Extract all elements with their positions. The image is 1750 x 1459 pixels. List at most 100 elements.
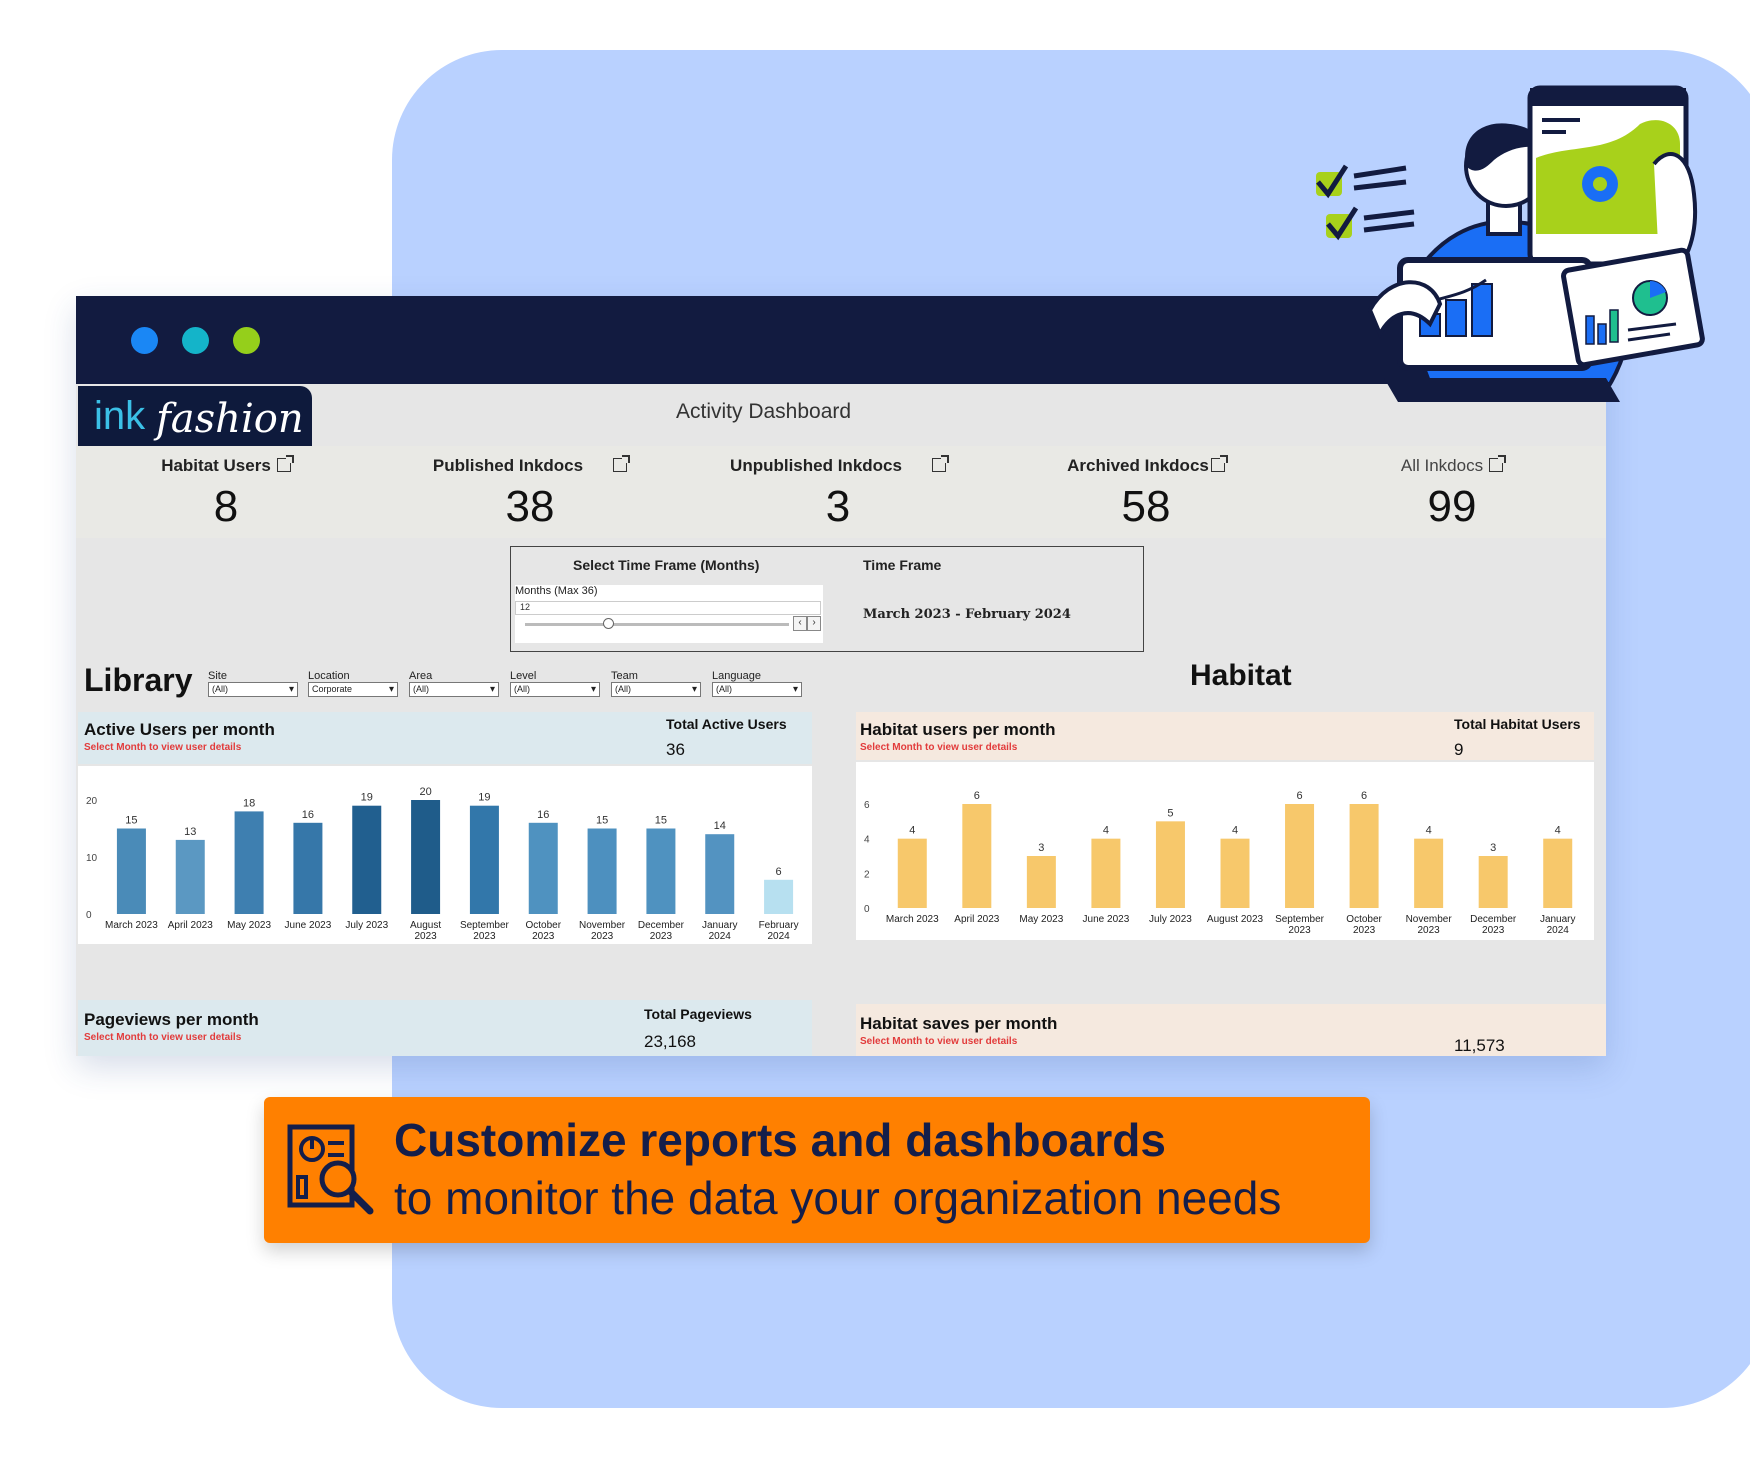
- dashboard-window: ink fashion Activity Dashboard Habitat U…: [76, 296, 1606, 1056]
- bar[interactable]: [646, 828, 676, 915]
- bar[interactable]: [1220, 838, 1250, 908]
- habitat-users-hint[interactable]: Select Month to view user details: [860, 742, 1018, 753]
- kpi-published-inkdocs[interactable]: Published Inkdocs 38: [380, 446, 680, 532]
- total-pageviews-value: 23,168: [644, 1032, 696, 1051]
- months-slider-handle[interactable]: [603, 618, 614, 629]
- chevron-left-icon[interactable]: ‹: [793, 616, 807, 631]
- bar-value-label: 4: [1555, 825, 1561, 837]
- filter-label: Site: [208, 670, 227, 682]
- bar[interactable]: [352, 805, 382, 914]
- x-category-label: December: [1470, 914, 1517, 925]
- filter-select-level[interactable]: (All): [510, 682, 600, 697]
- bar[interactable]: [764, 879, 794, 914]
- x-category-label: March 2023: [886, 914, 939, 925]
- kpi-row: Habitat Users 8 Published Inkdocs 38 Unp…: [76, 446, 1606, 538]
- ink-fashion-logo: ink fashion: [78, 386, 312, 446]
- external-link-icon[interactable]: [1489, 455, 1507, 472]
- active-users-chart-svg: 0 10 20 15 March 2023 13 April 2023 18 May 2023 1…: [86, 786, 799, 942]
- bar[interactable]: [175, 839, 205, 914]
- external-link-icon[interactable]: [613, 455, 631, 472]
- bar[interactable]: [469, 805, 499, 914]
- total-habitat-saves-value: 11,573: [1454, 1036, 1505, 1055]
- kpi-all-inkdocs[interactable]: All Inkdocs 99: [1302, 446, 1602, 532]
- window-dot-blue[interactable]: [131, 327, 158, 354]
- bar[interactable]: [897, 838, 927, 908]
- bar[interactable]: [1026, 856, 1056, 908]
- kpi-label: Unpublished Inkdocs: [730, 456, 902, 475]
- banner-headline: Customize reports and dashboards: [394, 1114, 1166, 1166]
- total-pageviews-label: Total Pageviews: [644, 1006, 752, 1022]
- y-tick-label: 6: [864, 800, 870, 811]
- x-category-label: July 2023: [1149, 914, 1192, 925]
- bar[interactable]: [1155, 821, 1185, 908]
- bar[interactable]: [705, 834, 735, 914]
- bar-value-label: 15: [596, 815, 608, 827]
- bar-value-label: 20: [419, 786, 431, 798]
- active-users-hint[interactable]: Select Month to view user details: [84, 742, 242, 753]
- bar[interactable]: [234, 811, 264, 914]
- filter-select-site[interactable]: (All): [208, 682, 298, 697]
- bar[interactable]: [293, 822, 323, 914]
- x-category-label: April 2023: [168, 920, 213, 931]
- bar[interactable]: [1285, 804, 1315, 908]
- y-tick-label: 2: [864, 869, 870, 880]
- kpi-unpublished-inkdocs[interactable]: Unpublished Inkdocs 3: [688, 446, 988, 532]
- dashboard-title: Activity Dashboard: [676, 400, 852, 423]
- external-link-icon[interactable]: [1210, 455, 1228, 472]
- months-control: Months (Max 36) 12 ‹ ›: [515, 585, 823, 643]
- bar[interactable]: [1414, 838, 1444, 908]
- window-dot-teal[interactable]: [182, 327, 209, 354]
- select-time-frame-label: Select Time Frame (Months): [573, 557, 760, 573]
- pageviews-header: Pageviews per month Select Month to view…: [78, 1000, 812, 1056]
- x-category-label: 2023: [1418, 925, 1441, 936]
- bar[interactable]: [411, 800, 441, 914]
- logo-ink-text: ink: [94, 394, 146, 438]
- x-category-label: 2023: [1288, 925, 1311, 936]
- bar[interactable]: [962, 804, 992, 908]
- months-slider-track[interactable]: [525, 623, 789, 626]
- x-category-label: 2023: [414, 931, 437, 942]
- external-link-icon[interactable]: [931, 455, 949, 472]
- y-tick-label: 0: [864, 904, 870, 915]
- bar-value-label: 19: [361, 792, 373, 804]
- filter-site: Site (All): [208, 670, 298, 697]
- bar[interactable]: [1091, 838, 1121, 908]
- bar[interactable]: [528, 822, 558, 914]
- x-category-label: 2023: [473, 931, 496, 942]
- filter-label: Location: [308, 670, 350, 682]
- bar[interactable]: [1349, 804, 1379, 908]
- time-frame-range: March 2023 - February 2024: [863, 607, 1071, 622]
- chevron-right-icon[interactable]: ›: [807, 616, 821, 631]
- pageviews-hint[interactable]: Select Month to view user details: [84, 1032, 242, 1043]
- habitat-saves-hint[interactable]: Select Month to view user details: [860, 1036, 1018, 1047]
- filter-select-language[interactable]: (All): [712, 682, 802, 697]
- bar-value-label: 6: [1361, 790, 1367, 802]
- habitat-users-chart-svg: 0 2 4 6 4 March 2023 6 April 2023 3 May 2023 4 June…: [864, 790, 1576, 936]
- filter-select-location[interactable]: Corporate: [308, 682, 398, 697]
- filter-label: Language: [712, 670, 761, 682]
- logo-fashion-text: fashion: [156, 396, 304, 442]
- bar[interactable]: [1543, 838, 1573, 908]
- bar[interactable]: [1478, 856, 1508, 908]
- months-input[interactable]: 12: [515, 601, 821, 615]
- banner-subline: to monitor the data your organization ne…: [394, 1172, 1282, 1224]
- kpi-habitat-users[interactable]: Habitat Users 8: [76, 446, 376, 532]
- pageviews-title: Pageviews per month: [84, 1010, 259, 1029]
- habitat-users-title: Habitat users per month: [860, 720, 1056, 739]
- filter-select-area[interactable]: (All): [409, 682, 499, 697]
- x-category-label: February: [759, 920, 799, 931]
- filter-select-team[interactable]: (All): [611, 682, 701, 697]
- external-link-icon[interactable]: [276, 455, 294, 472]
- filter-label: Team: [611, 670, 638, 682]
- bar[interactable]: [587, 828, 617, 915]
- x-category-label: September: [460, 920, 510, 931]
- bar[interactable]: [116, 828, 146, 915]
- y-tick-label: 20: [86, 796, 98, 807]
- window-dot-green[interactable]: [233, 327, 260, 354]
- x-category-label: May 2023: [1019, 914, 1063, 925]
- habitat-title: Habitat: [1190, 659, 1292, 692]
- filter-area: Area (All): [409, 670, 499, 697]
- bar-value-label: 16: [537, 809, 549, 821]
- bar-value-label: 19: [478, 792, 490, 804]
- kpi-archived-inkdocs[interactable]: Archived Inkdocs 58: [996, 446, 1296, 532]
